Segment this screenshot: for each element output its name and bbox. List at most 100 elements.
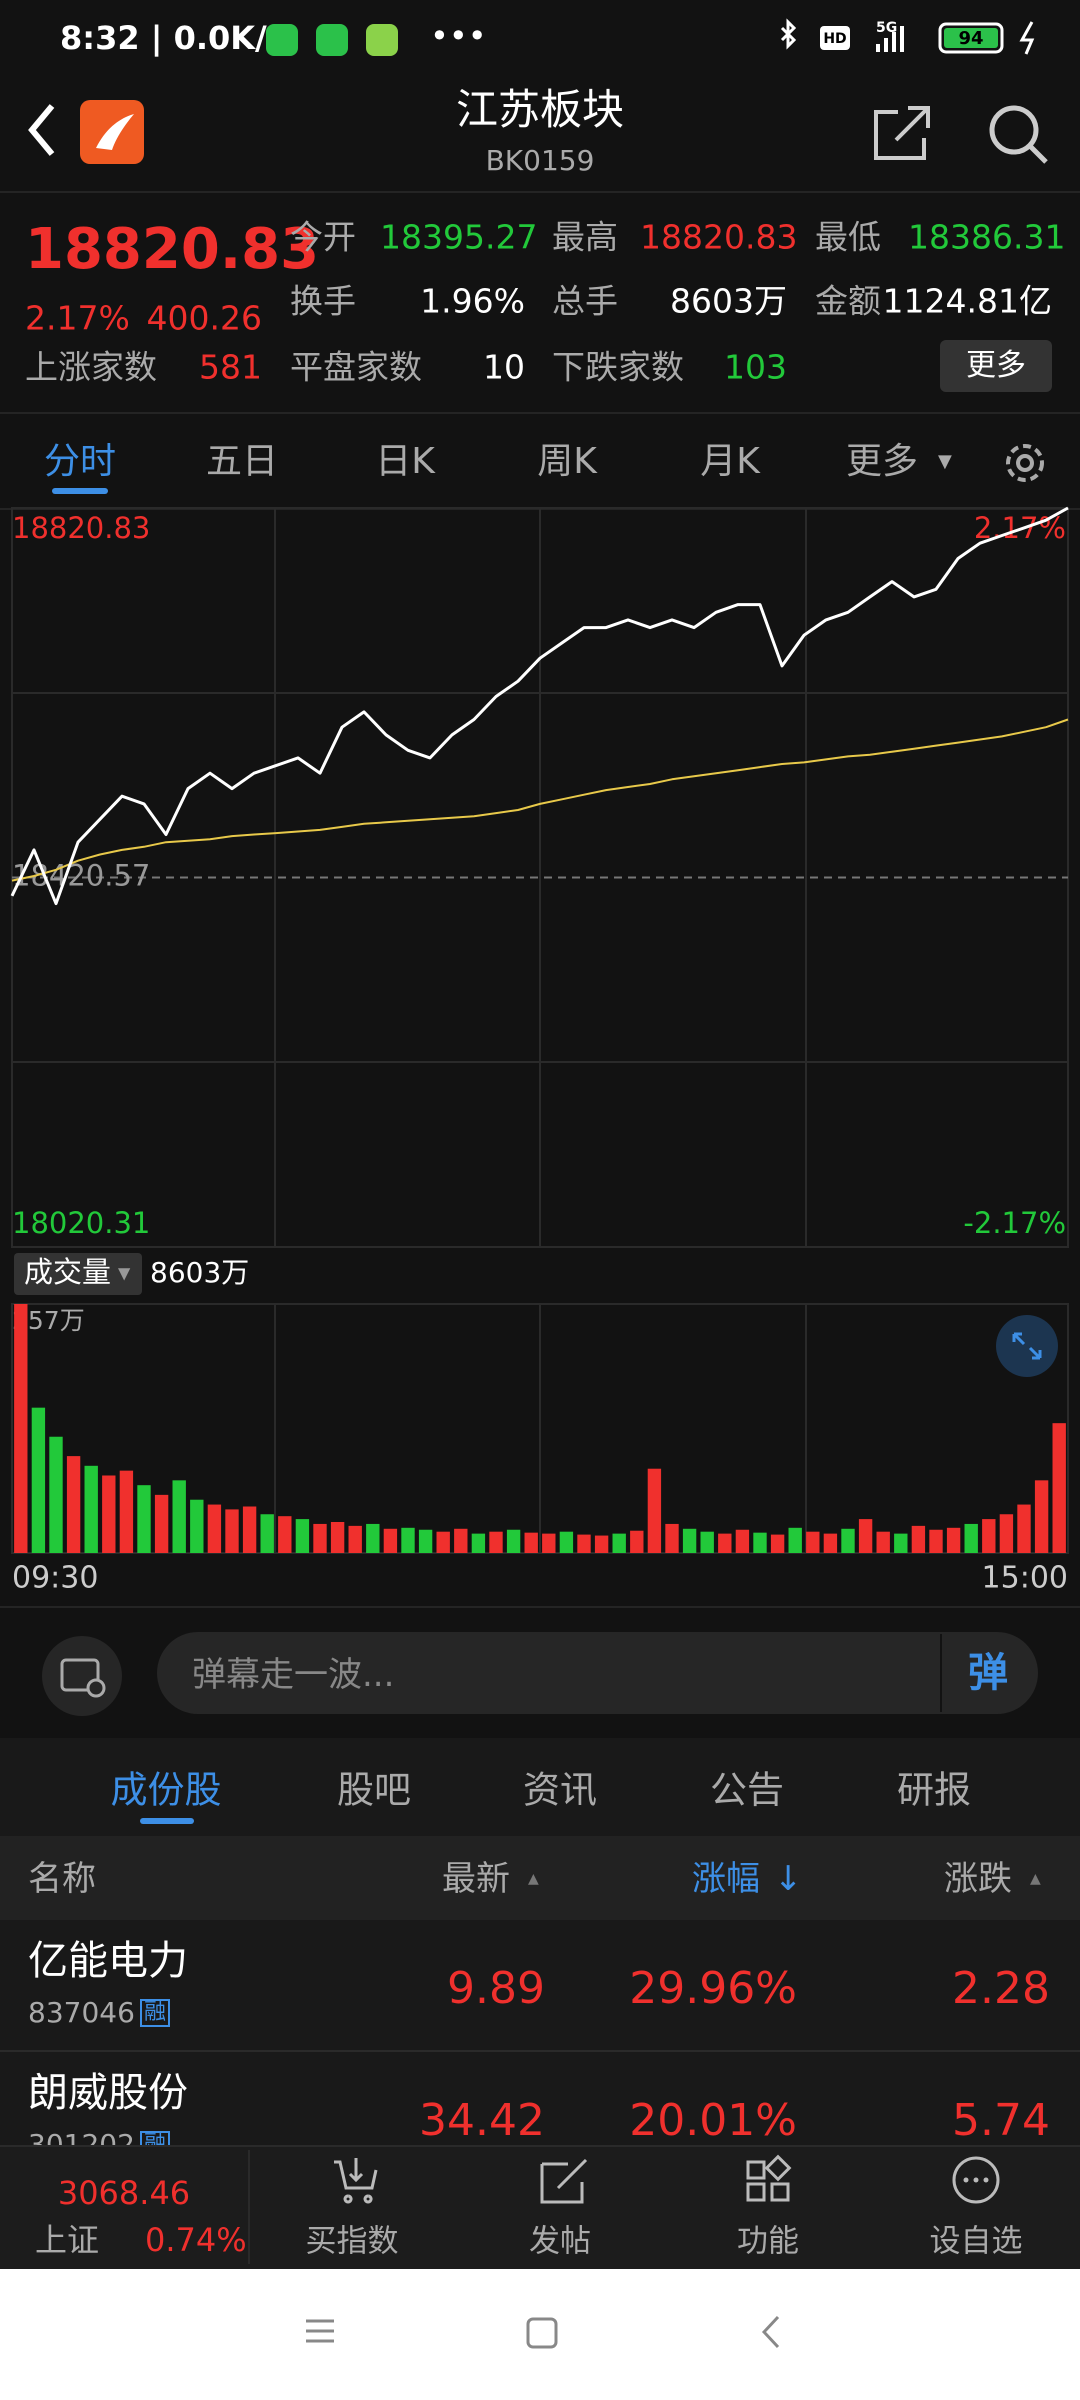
bottom-bar: [0, 2145, 1080, 2271]
stock-name[interactable]: 亿能电力: [28, 1938, 188, 1984]
volume-bar: [718, 1533, 732, 1553]
stock-pct: 20.01%: [629, 2095, 797, 2146]
volume-bar: [929, 1529, 943, 1553]
volume-bar: [542, 1533, 556, 1553]
settings-icon[interactable]: [998, 436, 1052, 490]
expand-button[interactable]: [996, 1315, 1058, 1377]
tab[interactable]: 日K: [375, 441, 435, 482]
lower-panel: [0, 1738, 1080, 2158]
dropdown-arrow: ▼: [118, 1264, 131, 1283]
bottom-item[interactable]: 买指数: [305, 2223, 399, 2260]
status-icons: [266, 24, 398, 56]
volume-bar: [489, 1531, 503, 1553]
stat-label: 最高: [552, 217, 618, 257]
column-header[interactable]: 涨跌: [944, 1859, 1012, 1899]
volume-bar: [225, 1509, 239, 1553]
volume-bar: [753, 1532, 767, 1553]
bottom-item[interactable]: 发帖: [529, 2223, 591, 2260]
status-right-icons: HD 5G 94: [780, 18, 1035, 55]
stock-change: 5.74: [952, 2095, 1050, 2146]
column-header: 名称: [28, 1859, 96, 1899]
column-header[interactable]: 涨幅: [692, 1859, 760, 1899]
x-tick-label: 15:00: [982, 1561, 1068, 1596]
header-left[interactable]: [20, 98, 150, 168]
tab-indicator: [52, 488, 108, 494]
danmaku-icon[interactable]: [40, 1634, 124, 1718]
volume-bar: [823, 1533, 838, 1553]
volume-bar: [348, 1525, 362, 1553]
nav-bar: [0, 2269, 1080, 2400]
quote-change: 400.26: [146, 298, 262, 338]
bottom-item[interactable]: 功能: [737, 2223, 799, 2260]
volume-bar: [982, 1519, 996, 1553]
section-tab[interactable]: 资讯: [523, 1768, 597, 1812]
stat-value: 18386.31: [908, 217, 1066, 257]
price-line: [11, 718, 1069, 882]
stock-name[interactable]: 朗威股份: [28, 2070, 188, 2116]
more-button[interactable]: 更多: [940, 340, 1052, 392]
volume-bar: [876, 1531, 890, 1553]
quote-price: 18820.83: [25, 217, 320, 282]
divider: [940, 1634, 942, 1712]
volume-bar: [207, 1504, 222, 1553]
status-time: 8:32 | 0.0K/s: [60, 19, 286, 57]
header-code: BK0159: [485, 144, 595, 177]
volume-bar: [66, 1456, 81, 1553]
volume-bar: [84, 1465, 98, 1553]
danmaku-input[interactable]: [157, 1632, 1038, 1714]
stat-value: 8603万: [670, 281, 787, 321]
index-value[interactable]: 3068.46: [57, 2174, 191, 2212]
volume-bar: [14, 1304, 28, 1553]
header-title: 江苏板块: [455, 85, 625, 134]
tab[interactable]: 五日: [205, 441, 279, 482]
battery-level: 94: [958, 28, 983, 49]
volume-bar: [366, 1523, 380, 1553]
stat-label: 换手: [290, 281, 356, 321]
tab[interactable]: 周K: [537, 441, 597, 482]
stock-change: 2.28: [952, 1963, 1050, 2014]
section-tab[interactable]: 公告: [710, 1768, 784, 1812]
charts: 成交量 ▼ 8603万 18820.8318420.5718020.312.17…: [10, 506, 1069, 1596]
x-tick-label: 09:30: [12, 1561, 98, 1596]
section-tab[interactable]: 成份股: [110, 1768, 222, 1812]
volume-bar: [964, 1523, 978, 1553]
stat-label: 金额: [815, 281, 881, 321]
volume-bar: [295, 1519, 310, 1553]
stat-label: 今开: [290, 217, 356, 257]
section-tab[interactable]: 研报: [897, 1768, 971, 1812]
y2-tick-label: -2.17%: [963, 1206, 1066, 1240]
sort-icon: ▲: [1030, 1871, 1041, 1887]
price-line: [10, 506, 1069, 906]
header-actions[interactable]: [868, 98, 1058, 168]
volume-bar: [858, 1519, 873, 1553]
section-tab[interactable]: 股吧: [337, 1768, 411, 1812]
volume-bar: [242, 1506, 257, 1553]
volume-bar: [841, 1528, 855, 1553]
volume-bar: [612, 1533, 626, 1553]
volume-bar: [278, 1516, 292, 1553]
tab-indicator: [140, 1818, 194, 1824]
volume-bar: [559, 1531, 574, 1553]
stock-latest: 9.89: [447, 1963, 545, 2014]
column-header[interactable]: 最新: [442, 1859, 510, 1899]
volume-bar: [682, 1528, 697, 1553]
volume-bar: [911, 1525, 926, 1553]
status-network: 5G: [876, 20, 897, 36]
bottom-item[interactable]: 设自选: [929, 2223, 1023, 2260]
volume-bar: [102, 1475, 116, 1553]
danmaku-button[interactable]: 弹: [968, 1650, 1008, 1696]
danmaku-placeholder: 弹幕走一波...: [192, 1655, 395, 1695]
tab[interactable]: 更多: [845, 441, 919, 482]
tab[interactable]: 分时: [43, 441, 117, 482]
stat-label: 总手: [552, 281, 618, 321]
volume-bar: [31, 1407, 46, 1553]
stat-value: 10: [483, 347, 525, 387]
dropdown-arrow: ▼: [938, 451, 952, 472]
volume-bar: [260, 1514, 274, 1553]
volume-bar: [647, 1468, 662, 1553]
index-name: 上证: [35, 2221, 100, 2259]
volume-bar: [330, 1521, 345, 1553]
sort-icon: ▲: [528, 1871, 539, 1887]
tab[interactable]: 月K: [700, 441, 760, 482]
